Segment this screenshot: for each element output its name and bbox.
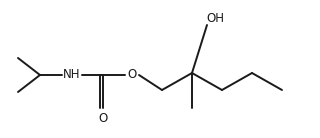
Text: O: O xyxy=(98,112,108,124)
Text: O: O xyxy=(127,68,137,82)
Text: OH: OH xyxy=(206,11,224,25)
Text: NH: NH xyxy=(63,68,81,82)
